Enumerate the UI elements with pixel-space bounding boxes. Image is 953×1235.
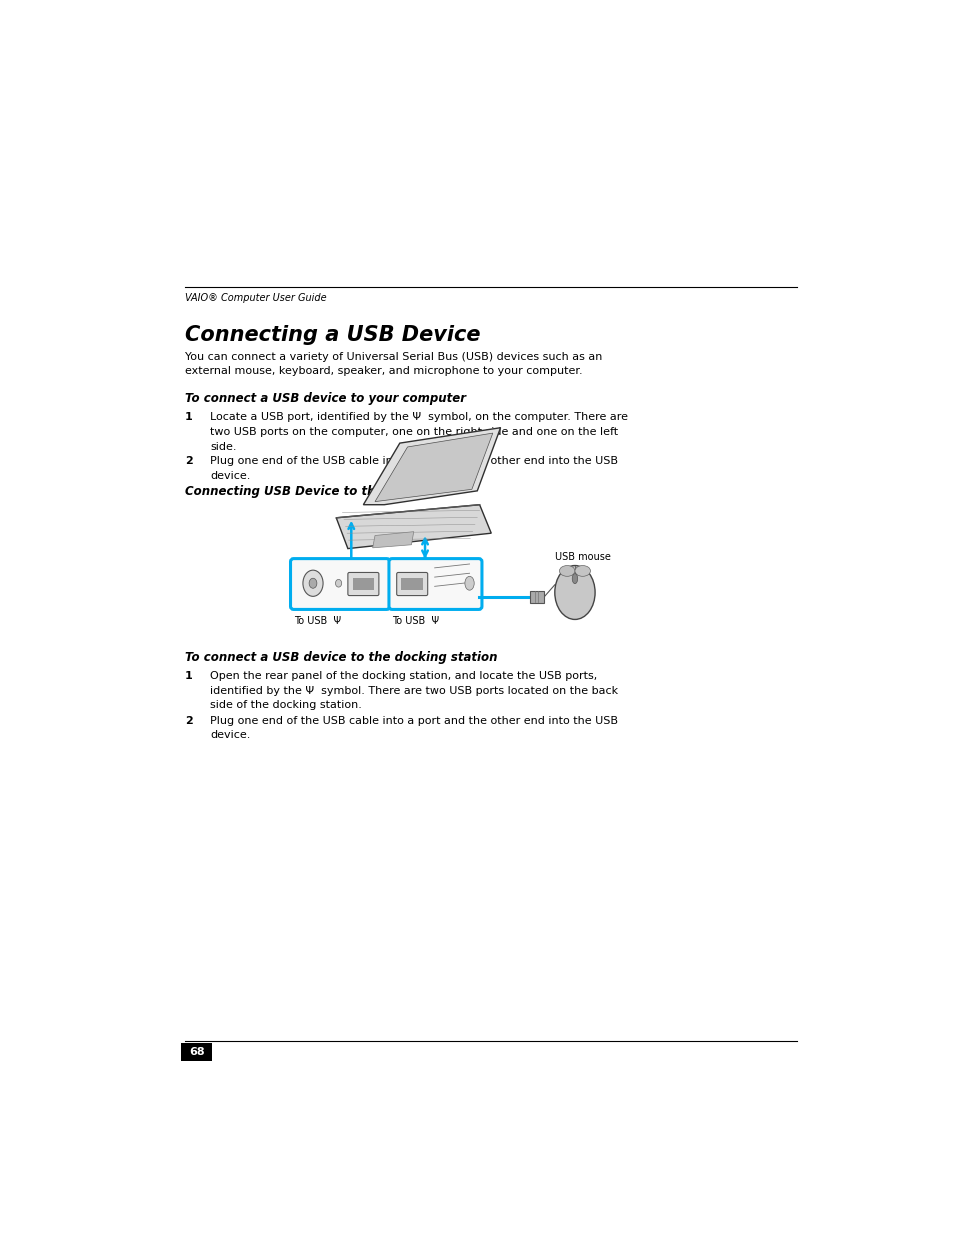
- Ellipse shape: [335, 579, 341, 587]
- Text: side.: side.: [210, 442, 236, 452]
- FancyBboxPatch shape: [348, 573, 378, 595]
- Text: USB mouse: USB mouse: [555, 552, 610, 562]
- FancyBboxPatch shape: [396, 573, 427, 595]
- Polygon shape: [335, 505, 491, 548]
- Ellipse shape: [303, 571, 323, 597]
- Text: To USB  Ψ: To USB Ψ: [294, 615, 340, 626]
- Text: side of the docking station.: side of the docking station.: [210, 700, 361, 710]
- Ellipse shape: [464, 577, 474, 590]
- Ellipse shape: [575, 566, 590, 577]
- Text: Locate a USB port, identified by the Ψ  symbol, on the computer. There are: Locate a USB port, identified by the Ψ s…: [210, 412, 627, 422]
- FancyBboxPatch shape: [291, 558, 390, 609]
- Text: To connect a USB device to your computer: To connect a USB device to your computer: [185, 393, 466, 405]
- Text: 1: 1: [185, 412, 193, 422]
- Text: external mouse, keyboard, speaker, and microphone to your computer.: external mouse, keyboard, speaker, and m…: [185, 366, 582, 377]
- Polygon shape: [375, 433, 493, 501]
- Bar: [530, 592, 543, 603]
- Text: device.: device.: [210, 471, 250, 480]
- Ellipse shape: [309, 578, 316, 588]
- Bar: [353, 578, 374, 590]
- Text: 68: 68: [189, 1047, 204, 1057]
- Text: To connect a USB device to the docking station: To connect a USB device to the docking s…: [185, 651, 497, 664]
- Ellipse shape: [572, 573, 578, 584]
- Polygon shape: [363, 427, 500, 505]
- Polygon shape: [373, 531, 414, 548]
- Text: To USB  Ψ: To USB Ψ: [392, 615, 438, 626]
- Text: Plug one end of the USB cable into a port and the other end into the USB: Plug one end of the USB cable into a por…: [210, 716, 618, 726]
- FancyBboxPatch shape: [389, 558, 481, 609]
- Bar: [401, 578, 422, 590]
- Text: device.: device.: [210, 730, 250, 740]
- Text: VAIO® Computer User Guide: VAIO® Computer User Guide: [185, 293, 327, 303]
- Text: Open the rear panel of the docking station, and locate the USB ports,: Open the rear panel of the docking stati…: [210, 671, 597, 680]
- Ellipse shape: [558, 566, 575, 577]
- Text: identified by the Ψ  symbol. There are two USB ports located on the back: identified by the Ψ symbol. There are tw…: [210, 685, 618, 695]
- Text: 2: 2: [185, 716, 193, 726]
- Bar: [181, 1042, 212, 1061]
- Text: 2: 2: [185, 456, 193, 466]
- Text: 1: 1: [185, 671, 193, 680]
- Text: two USB ports on the computer, one on the right side and one on the left: two USB ports on the computer, one on th…: [210, 427, 618, 437]
- Text: You can connect a variety of Universal Serial Bus (USB) devices such as an: You can connect a variety of Universal S…: [185, 352, 602, 362]
- Text: Connecting USB Device to the Computer: Connecting USB Device to the Computer: [185, 484, 453, 498]
- Text: Plug one end of the USB cable into a port and the other end into the USB: Plug one end of the USB cable into a por…: [210, 456, 618, 466]
- Ellipse shape: [555, 566, 595, 620]
- Text: Connecting a USB Device: Connecting a USB Device: [185, 325, 480, 346]
